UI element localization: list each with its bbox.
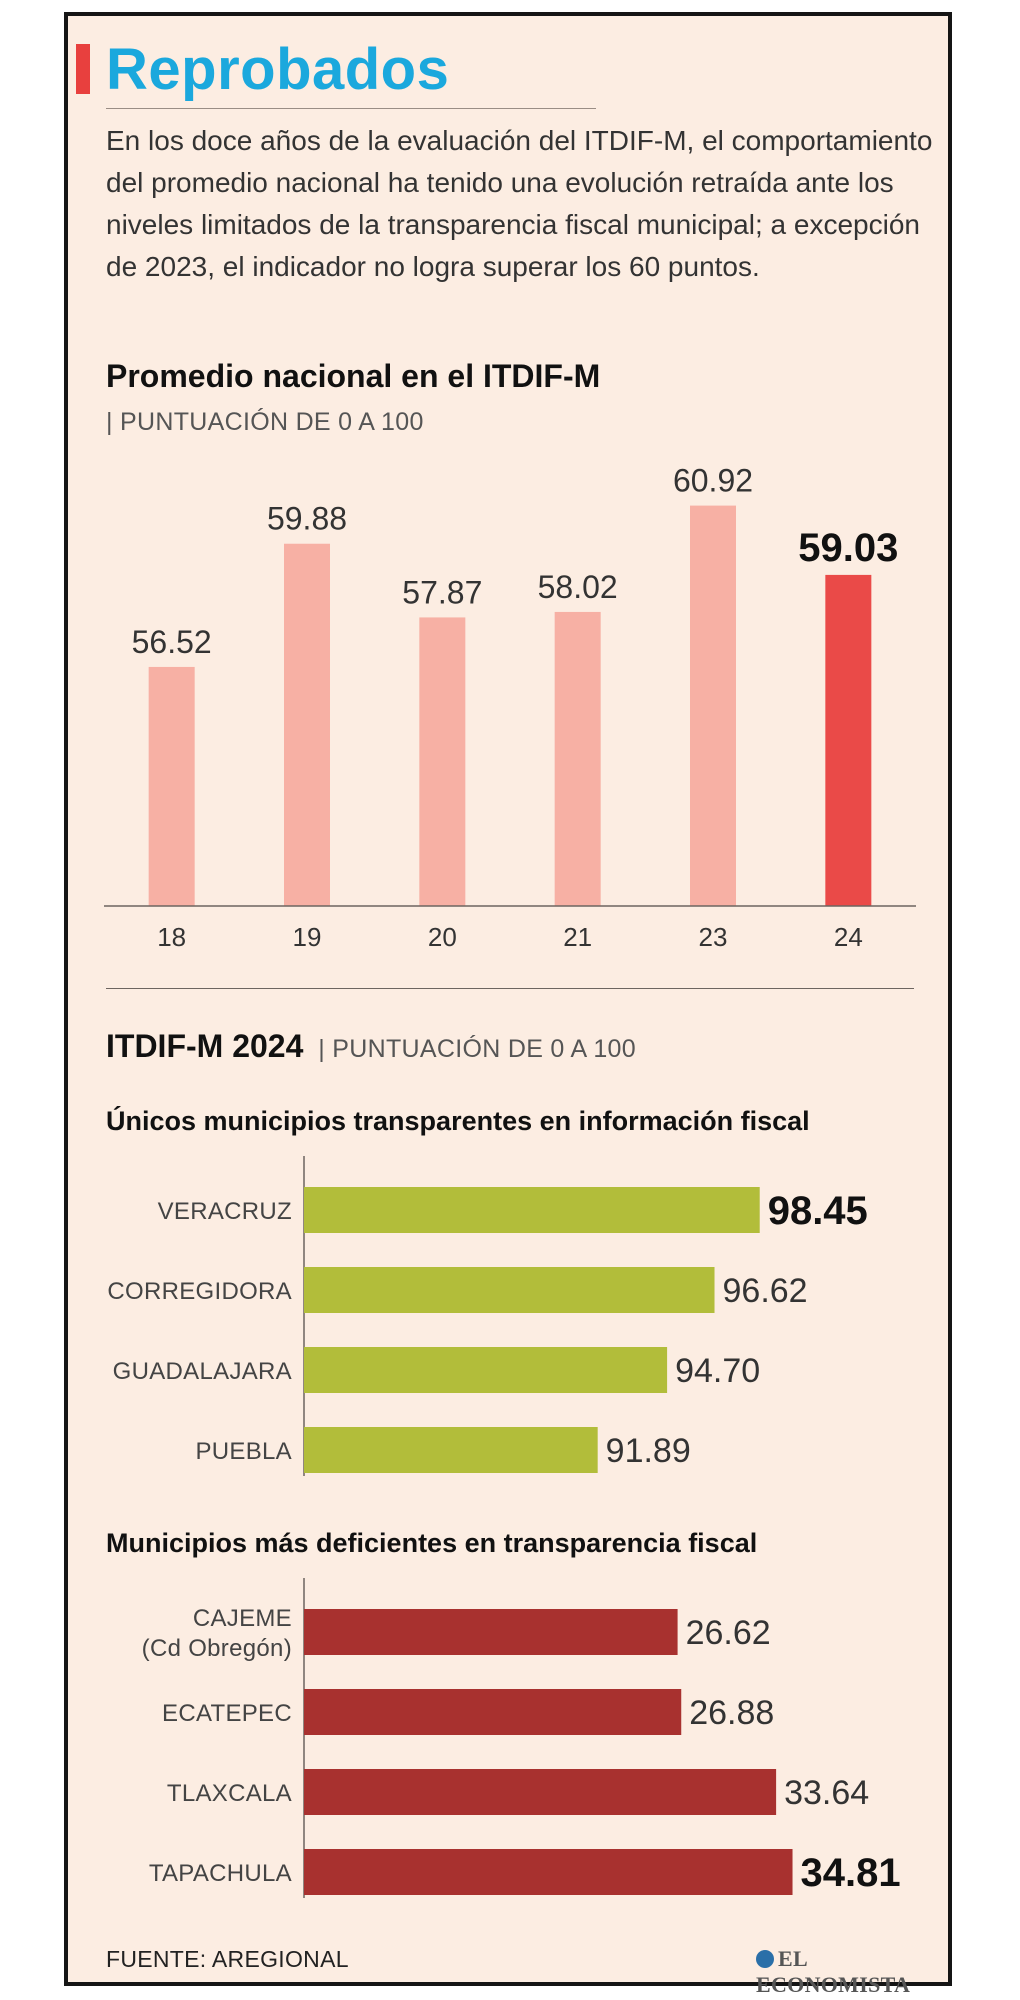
bar-20 [419, 617, 466, 906]
chart1-subtitle: | PUNTUACIÓN DE 0 A 100 [106, 408, 424, 436]
hbar-veracruz [304, 1187, 760, 1233]
transparent-municipalities-chart: VERACRUZ 98.45 CORREGIDORA 96.62 GUADALAJARA… [107, 1156, 868, 1476]
x-tick-label: 20 [428, 922, 457, 952]
bar-value-label: 59.88 [267, 501, 347, 537]
bar-19 [284, 543, 330, 906]
bar-value-label: 98.45 [768, 1189, 868, 1233]
category-label: TAPACHULA [149, 1860, 292, 1887]
source-note: FUENTE: AREGIONAL [106, 1946, 349, 1972]
bar-value-label: 58.02 [538, 569, 618, 605]
deficient-municipalities-title: Municipios más deficientes en transparen… [106, 1528, 758, 1558]
x-tick-label: 23 [699, 922, 728, 952]
hbar-cajeme [304, 1609, 678, 1655]
bar-value-label: 60.92 [673, 463, 753, 499]
category-label: PUEBLA [195, 1438, 292, 1465]
category-label: TLAXCALA [167, 1780, 292, 1807]
category-label: GUADALAJARA [113, 1358, 292, 1385]
category-label: VERACRUZ [158, 1198, 292, 1225]
brand-icon [756, 1950, 774, 1968]
x-tick-label: 21 [563, 922, 592, 952]
bar-value-label: 96.62 [723, 1272, 808, 1310]
x-tick-label: 19 [293, 922, 322, 952]
intro-text: En los doce años de la evaluación del IT… [106, 125, 933, 282]
national-average-bar-chart: 56.52 18 59.88 19 57.87 20 58.02 21 60.92 23 59.03… [104, 463, 916, 952]
bar-value-label: 33.64 [784, 1774, 869, 1812]
section-divider [106, 988, 914, 989]
bar-21 [554, 611, 601, 906]
brand-name: EL ECONOMISTA [756, 1946, 911, 1997]
title-divider [106, 108, 596, 109]
x-tick-label: 18 [157, 922, 186, 952]
infographic-frame: Reprobados En los doce años de la evalua… [64, 12, 952, 1997]
bar-value-label: 56.52 [132, 624, 212, 660]
category-label: (Cd Obregón) [142, 1635, 292, 1662]
bar-value-label: 26.88 [689, 1694, 774, 1732]
deficient-municipalities-chart: CAJEME (Cd Obregón) 26.62 ECATEPEC 26.88 TLAX… [142, 1578, 901, 1898]
brand-logo: EL ECONOMISTA [756, 1946, 948, 1998]
bar-value-label: 26.62 [686, 1614, 771, 1652]
x-tick-label: 24 [834, 922, 863, 952]
bar-18 [148, 666, 195, 906]
bar-value-label: 57.87 [402, 574, 482, 610]
category-label: CAJEME [193, 1605, 292, 1632]
hbar-tlaxcala [304, 1769, 777, 1815]
hbar-ecatepec [304, 1689, 682, 1735]
bar-value-label: 94.70 [675, 1352, 760, 1390]
page-title: Reprobados [106, 37, 450, 102]
chart1-title: Promedio nacional en el ITDIF-M [106, 358, 601, 394]
category-label: ECATEPEC [162, 1700, 292, 1727]
transparent-municipalities-title: Únicos municipios transparentes en infor… [106, 1106, 810, 1136]
bar-value-label: 59.03 [798, 526, 898, 570]
bar-value-label: 91.89 [606, 1432, 691, 1470]
category-label: CORREGIDORA [107, 1278, 292, 1305]
bar-23 [690, 505, 736, 906]
chart2-subtitle: | PUNTUACIÓN DE 0 A 100 [318, 1035, 636, 1063]
chart2-title-text: ITDIF-M 2024 [106, 1028, 304, 1064]
bar-value-label: 34.81 [801, 1851, 901, 1895]
chart2-title: ITDIF-M 2024 | PUNTUACIÓN DE 0 A 100 [106, 1028, 636, 1065]
bar-24 [825, 574, 872, 906]
hbar-guadalajara [304, 1347, 668, 1393]
hbar-corregidora [304, 1267, 715, 1313]
hbar-tapachula [304, 1849, 793, 1895]
title-accent-bar [76, 44, 90, 94]
hbar-puebla [304, 1427, 598, 1473]
